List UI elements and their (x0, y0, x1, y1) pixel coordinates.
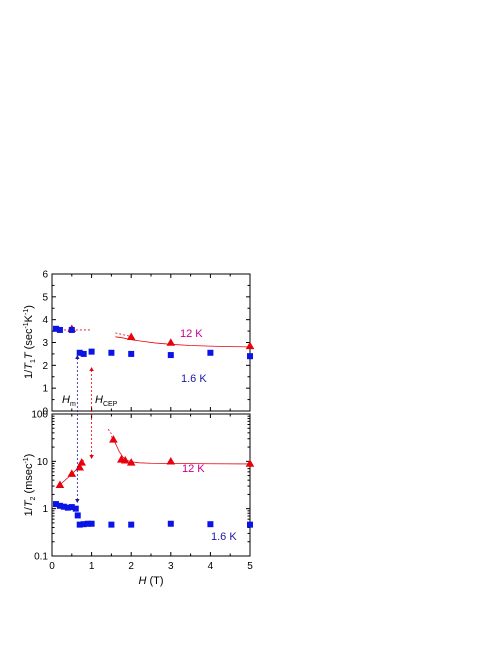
top-label-1-6k: 1.6 K (181, 373, 207, 385)
top-point-1-6k (167, 352, 174, 359)
bottom-point-1-6k (84, 520, 91, 527)
h-m-arrow-head-down (75, 499, 80, 503)
x-tick-label: 0 (49, 561, 55, 572)
bottom-point-12k (245, 459, 255, 467)
top-fit-line (115, 336, 251, 348)
top-marks (52, 324, 255, 360)
top-point-1-6k (108, 349, 115, 356)
top-point-1-6k (247, 353, 253, 360)
bottom-y-tick-label: 0.1 (34, 552, 48, 563)
bottom-point-1-6k (108, 521, 115, 528)
bottom-y-tick-label: 10 (37, 457, 49, 468)
top-y-axis-label: 1/T1T (sec-1K-1) (23, 305, 37, 379)
x-tick-label: 4 (208, 561, 214, 572)
h-cep-arrow-head-up (89, 367, 94, 371)
h-cep-arrow-head-down (89, 455, 94, 459)
bottom-label-1-6k: 1.6 K (211, 531, 237, 543)
bottom-point-1-6k (72, 505, 79, 512)
x-tick-label: 1 (89, 561, 95, 572)
top-y-tick-label: 5 (42, 292, 48, 303)
top-y-tick-label: 6 (42, 270, 48, 281)
top-y-tick-label: 4 (42, 315, 48, 326)
top-point-1-6k (68, 326, 75, 333)
bottom-point-12k (120, 456, 130, 464)
bottom-point-1-6k (64, 504, 71, 511)
cross-panel-arrows (75, 355, 94, 503)
top-point-1-6k (56, 326, 63, 333)
bottom-point-1-6k (56, 502, 63, 509)
bottom-point-12k (77, 458, 86, 466)
top-y-tick-label: 1 (42, 384, 48, 395)
bottom-y-axis-label: 1/T2 (msec-1) (23, 454, 37, 517)
top-point-12k (166, 338, 176, 346)
h-m-label: Hm (62, 394, 76, 408)
bottom-point-1-6k (88, 520, 95, 527)
bottom-point-1-6k (52, 501, 59, 508)
h-m-arrow-head-up (75, 355, 80, 359)
bottom-point-1-6k (80, 521, 87, 528)
top-panel: 0 1 2 3 4 5 6 (42, 270, 255, 418)
top-point-12k (245, 341, 255, 350)
bottom-fit-line-2 (111, 435, 251, 465)
top-y-tick-label: 3 (42, 338, 48, 349)
top-point-1-6k (128, 350, 135, 357)
bottom-point-1-6k (76, 521, 83, 528)
top-dashed-guide (115, 332, 130, 337)
bottom-point-1-6k (167, 520, 174, 527)
bottom-point-1-6k (128, 521, 135, 528)
top-point-1-6k (76, 349, 83, 356)
bottom-point-12k (109, 435, 118, 443)
bottom-y-tick-label: 100 (31, 410, 48, 421)
top-point-1-6k (52, 325, 59, 332)
top-y-tick-label: 0 (42, 407, 48, 418)
bottom-point-1-6k (68, 504, 75, 511)
top-label-12k: 12 K (180, 328, 203, 340)
bottom-point-12k (75, 462, 85, 471)
top-point-12k (126, 332, 136, 341)
bottom-marks (52, 428, 255, 528)
bottom-dashed-guide (107, 428, 112, 435)
top-point-1-6k (207, 349, 214, 356)
top-point-1-6k (88, 348, 95, 355)
top-ticks: 0 1 2 3 4 5 6 (42, 270, 251, 418)
bottom-label-12k: 12 K (182, 463, 205, 475)
h-cep-label: HCEP (95, 394, 118, 408)
x-axis-label: H (T) (138, 575, 163, 587)
top-y-tick-label: 2 (42, 361, 48, 372)
x-tick-label: 5 (247, 561, 253, 572)
top-point-1-6k (80, 350, 87, 357)
bottom-point-12k (166, 457, 176, 465)
bottom-y-tick-label: 1 (42, 504, 48, 515)
bottom-point-1-6k (60, 503, 67, 510)
bottom-point-1-6k (74, 512, 81, 519)
x-tick-label: 2 (128, 561, 134, 572)
bottom-point-1-6k (207, 521, 214, 528)
bottom-point-12k (55, 480, 65, 488)
bottom-point-12k (67, 469, 77, 477)
bottom-point-12k (126, 458, 136, 466)
x-tick-label: 3 (168, 561, 174, 572)
bottom-point-1-6k (247, 521, 253, 528)
